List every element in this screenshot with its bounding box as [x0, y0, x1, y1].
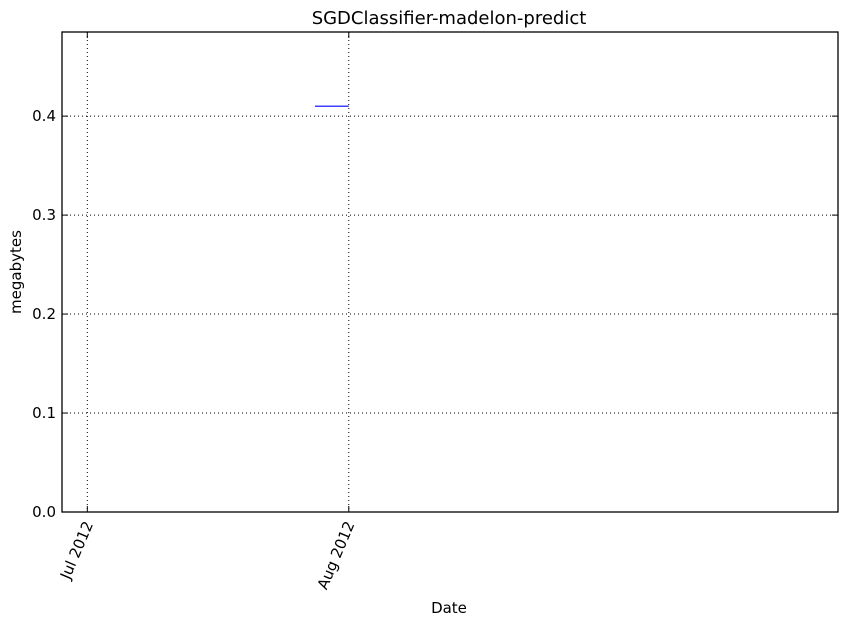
y-tick-label: 0.0	[32, 503, 56, 521]
grid-lines	[62, 32, 838, 513]
y-tick-label: 0.3	[32, 206, 56, 224]
axis-ticks: 0.0 0.1 0.2 0.3 0.4 Jul 2012 Aug 2012	[32, 32, 838, 592]
x-tick-label: Jul 2012	[56, 519, 97, 583]
x-tick-label: Aug 2012	[314, 519, 359, 593]
y-tick-label: 0.2	[32, 305, 56, 323]
x-axis-label: Date	[431, 599, 467, 617]
chart-title: SGDClassifier-madelon-predict	[312, 8, 587, 29]
y-axis-label: megabytes	[7, 230, 25, 314]
plot-frame	[61, 31, 839, 513]
y-tick-label: 0.1	[32, 404, 56, 422]
y-tick-label: 0.4	[32, 107, 56, 125]
